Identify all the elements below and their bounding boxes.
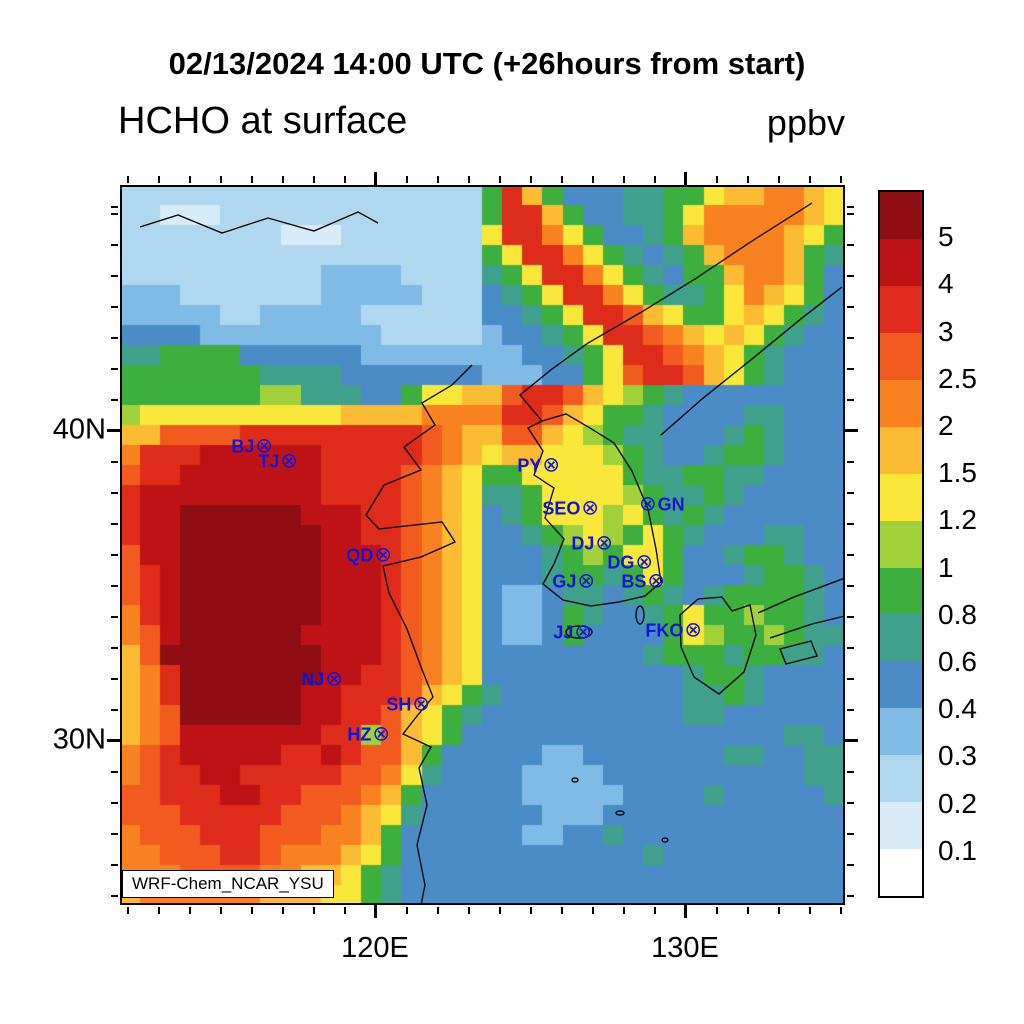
colorbar-band bbox=[880, 802, 922, 850]
y-axis-minor-ticks-right bbox=[847, 185, 854, 905]
station-marker-bj: BJ ⊗ bbox=[231, 436, 273, 457]
colorbar-band bbox=[880, 332, 922, 380]
colorbar-tick-label: 0.8 bbox=[938, 598, 977, 630]
axis-major-tick bbox=[845, 429, 858, 432]
station-circle-cross-icon: ⊗ bbox=[577, 569, 595, 593]
station-circle-cross-icon: ⊗ bbox=[374, 543, 392, 567]
station-label: SEO bbox=[542, 498, 581, 518]
station-circle-cross-icon: ⊗ bbox=[255, 434, 273, 458]
axis-major-tick bbox=[684, 905, 687, 918]
y-axis-label: 30N bbox=[52, 723, 106, 756]
station-label: TJ bbox=[258, 451, 280, 471]
colorbar-tick-label: 2.5 bbox=[938, 362, 977, 394]
station-marker-nj: NJ ⊗ bbox=[301, 669, 343, 690]
station-marker-dg: DG ⊗ bbox=[607, 552, 653, 573]
colorbar-tick-label: 2 bbox=[938, 410, 954, 441]
station-label: PY bbox=[517, 455, 542, 475]
map-plot: BJ ⊗ TJ ⊗ PY ⊗ SEO ⊗ ⊗ GN DJ ⊗ QD ⊗ DG ⊗ GJ ⊗ BS ⊗ JJ ⊗ FKO ⊗ NJ… bbox=[120, 185, 845, 905]
colorbar bbox=[878, 190, 924, 898]
colorbar-band bbox=[880, 473, 922, 521]
x-axis-minor-ticks-bottom bbox=[120, 907, 845, 914]
station-label: BS bbox=[621, 571, 647, 591]
colorbar-band bbox=[880, 426, 922, 474]
colorbar-band bbox=[880, 708, 922, 756]
station-label: GN bbox=[657, 494, 685, 514]
station-circle-cross-icon: ⊗ bbox=[635, 550, 653, 574]
model-watermark: WRF-Chem_NCAR_YSU bbox=[122, 870, 334, 898]
y-axis-minor-ticks-left bbox=[111, 185, 118, 905]
station-label: DG bbox=[607, 552, 635, 572]
axis-major-tick bbox=[374, 905, 377, 918]
colorbar-segments bbox=[880, 192, 922, 897]
station-circle-cross-icon: ⊗ bbox=[412, 692, 430, 716]
station-marker-sh: SH ⊗ bbox=[386, 694, 430, 715]
station-label: QD bbox=[346, 545, 374, 565]
station-marker-py: PY ⊗ bbox=[517, 455, 560, 476]
colorbar-tick-label: 1.2 bbox=[938, 504, 977, 536]
station-circle-cross-icon: ⊗ bbox=[647, 569, 665, 593]
station-circle-cross-icon: ⊗ bbox=[684, 618, 702, 642]
station-circle-cross-icon: ⊗ bbox=[581, 496, 599, 520]
station-marker-gn: ⊗ GN bbox=[639, 494, 685, 515]
colorbar-tick-label: 0.2 bbox=[938, 787, 977, 819]
station-marker-bs: BS ⊗ bbox=[621, 571, 665, 592]
x-axis-label: 120E bbox=[341, 932, 409, 964]
station-circle-cross-icon: ⊗ bbox=[574, 620, 592, 644]
colorbar-band bbox=[880, 567, 922, 615]
colorbar-tick-label: 0.1 bbox=[938, 834, 977, 866]
colorbar-band bbox=[880, 614, 922, 662]
axis-major-tick bbox=[845, 739, 858, 742]
station-label: DJ bbox=[571, 533, 595, 553]
station-marker-gj: GJ ⊗ bbox=[552, 571, 595, 592]
station-circle-cross-icon: ⊗ bbox=[639, 492, 657, 516]
colorbar-band bbox=[880, 755, 922, 803]
colorbar-band bbox=[880, 661, 922, 709]
station-circle-cross-icon: ⊗ bbox=[280, 449, 298, 473]
units-label: ppbv bbox=[766, 102, 845, 143]
station-circle-cross-icon: ⊗ bbox=[595, 531, 613, 555]
variable-title: HCHO at surface bbox=[118, 100, 408, 142]
colorbar-band bbox=[880, 379, 922, 427]
station-circle-cross-icon: ⊗ bbox=[372, 722, 390, 746]
station-marker-seo: SEO ⊗ bbox=[542, 498, 599, 519]
colorbar-tick-label: 3 bbox=[938, 315, 954, 347]
colorbar-tick-label: 1 bbox=[938, 551, 954, 583]
colorbar-band bbox=[880, 520, 922, 568]
station-marker-fko: FKO ⊗ bbox=[645, 620, 702, 641]
x-axis-label: 130E bbox=[651, 932, 719, 964]
station-marker-jj: JJ ⊗ bbox=[553, 622, 592, 643]
colorbar-band bbox=[880, 238, 922, 286]
station-circle-cross-icon: ⊗ bbox=[542, 453, 560, 477]
station-label: GJ bbox=[552, 571, 577, 591]
colorbar-band bbox=[880, 285, 922, 333]
station-marker-qd: QD ⊗ bbox=[346, 545, 392, 566]
stations-layer: BJ ⊗ TJ ⊗ PY ⊗ SEO ⊗ ⊗ GN DJ ⊗ QD ⊗ DG ⊗ GJ ⊗ BS ⊗ JJ ⊗ FKO ⊗ NJ… bbox=[120, 185, 845, 905]
station-marker-hz: HZ ⊗ bbox=[347, 724, 390, 745]
y-axis-label: 40N bbox=[52, 413, 106, 446]
station-marker-tj: TJ ⊗ bbox=[258, 451, 298, 472]
axis-major-tick bbox=[684, 172, 687, 185]
axis-major-tick bbox=[107, 739, 120, 742]
colorbar-tick-label: 1.5 bbox=[938, 457, 977, 489]
station-marker-dj: DJ ⊗ bbox=[571, 533, 613, 554]
colorbar-tick-label: 4 bbox=[938, 268, 954, 300]
station-label: SH bbox=[386, 694, 412, 714]
station-label: BJ bbox=[231, 436, 255, 456]
colorbar-tick-label: 0.3 bbox=[938, 740, 977, 772]
x-axis-minor-ticks-top bbox=[120, 176, 845, 183]
station-label: JJ bbox=[553, 622, 574, 642]
station-label: FKO bbox=[645, 620, 684, 640]
colorbar-tick-label: 0.6 bbox=[938, 646, 977, 677]
colorbar-tick-label: 0.4 bbox=[938, 693, 977, 725]
colorbar-band bbox=[880, 849, 922, 897]
figure-title: 02/13/2024 14:00 UTC (+26hours from star… bbox=[168, 46, 806, 81]
station-label: NJ bbox=[301, 669, 325, 689]
station-label: HZ bbox=[347, 724, 372, 744]
axis-major-tick bbox=[107, 429, 120, 432]
station-circle-cross-icon: ⊗ bbox=[325, 667, 343, 691]
colorbar-tick-label: 5 bbox=[938, 221, 954, 253]
axis-major-tick bbox=[374, 172, 377, 185]
colorbar-band bbox=[880, 192, 922, 239]
